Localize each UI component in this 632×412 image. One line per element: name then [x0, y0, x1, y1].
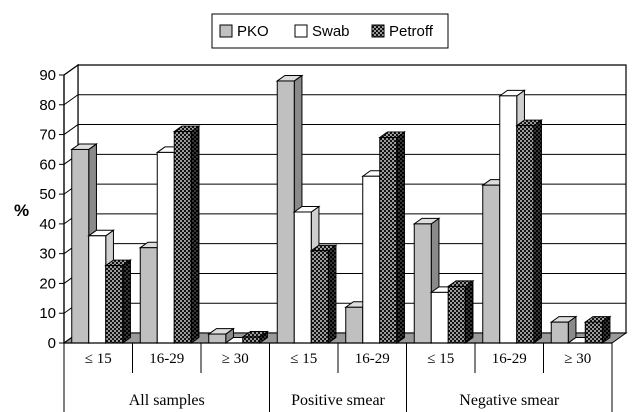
y-tick-label: 20	[39, 275, 56, 292]
x-tick-label: ≥ 30	[222, 351, 249, 367]
bar-swab	[499, 95, 518, 344]
x-tick-label: 16-29	[355, 351, 390, 367]
bar-swab	[156, 151, 175, 344]
legend-swatch-swab	[294, 24, 308, 38]
bar-pko	[71, 148, 90, 344]
x-tick-label: ≤ 15	[290, 351, 317, 367]
y-tick-label: 70	[39, 127, 56, 144]
bar-side-petroff	[190, 125, 200, 344]
y-tick-label: 60	[39, 156, 56, 173]
legend-label-swab: Swab	[312, 23, 350, 40]
bar-petroff	[173, 131, 192, 344]
y-tick-label: 10	[39, 305, 56, 322]
x-tick-label: ≥ 30	[564, 351, 591, 367]
bar-pko	[482, 184, 501, 344]
y-axis-label: %	[14, 201, 29, 220]
x-tick-label: ≤ 15	[427, 351, 454, 367]
legend-label-pko: PKO	[237, 23, 269, 40]
legend: PKO Swab Petroff	[211, 13, 449, 49]
bar-petroff	[584, 321, 603, 344]
bar-pko	[139, 247, 158, 344]
bar-petroff	[105, 265, 124, 344]
group-label: Positive smear	[291, 392, 385, 409]
y-tick-label: 50	[39, 186, 56, 203]
bar-side-petroff	[533, 119, 542, 344]
bar-pko	[208, 333, 227, 344]
bar-swab	[362, 175, 381, 344]
legend-label-petroff: Petroff	[389, 23, 434, 40]
bar-swab	[88, 235, 107, 344]
bar-pko	[345, 306, 364, 344]
bar-petroff	[516, 125, 535, 344]
bar-side-petroff	[122, 259, 131, 344]
y-tick-label: 30	[39, 246, 56, 263]
legend-swatch-pko	[219, 24, 233, 38]
gridline-diagonal	[63, 124, 79, 135]
bar-pko	[276, 80, 295, 344]
group-label: All samples	[129, 392, 205, 409]
legend-frame	[211, 13, 449, 49]
y-tick-label: 80	[39, 97, 56, 114]
gridline-diagonal	[63, 64, 79, 76]
bar-side-petroff	[327, 244, 337, 344]
bars	[70, 74, 612, 344]
legend-swatch-petroff	[371, 24, 385, 38]
bar-petroff	[242, 336, 261, 344]
bar-petroff	[447, 285, 466, 344]
bar-side-petroff	[464, 279, 474, 344]
bar-pko	[413, 223, 432, 344]
x-axis: ≤ 15 16-29 ≥ 30 ≤ 15 16-29 ≤ 15 16-29 ≥ 30 All s…	[63, 342, 613, 412]
x-tick-label: 16-29	[492, 351, 527, 367]
y-tick-label: 90	[39, 67, 56, 84]
x-tick-label: ≤ 15	[85, 351, 112, 367]
bar-swab	[293, 211, 312, 344]
bar-petroff	[310, 250, 329, 344]
bar-petroff	[379, 137, 398, 344]
bar-swab	[430, 291, 449, 344]
y-tick-label: 40	[39, 216, 56, 233]
gridline-diagonal	[63, 94, 79, 106]
y-tick-label: 0	[48, 335, 56, 352]
bar-pko	[550, 321, 569, 344]
y-axis-ticks: 0 10 20 30 40 50 60 70 80 90	[39, 67, 65, 352]
group-label: Negative smear	[459, 392, 560, 409]
bar-side-petroff	[396, 131, 405, 344]
x-tick-label: 16-29	[149, 351, 184, 367]
